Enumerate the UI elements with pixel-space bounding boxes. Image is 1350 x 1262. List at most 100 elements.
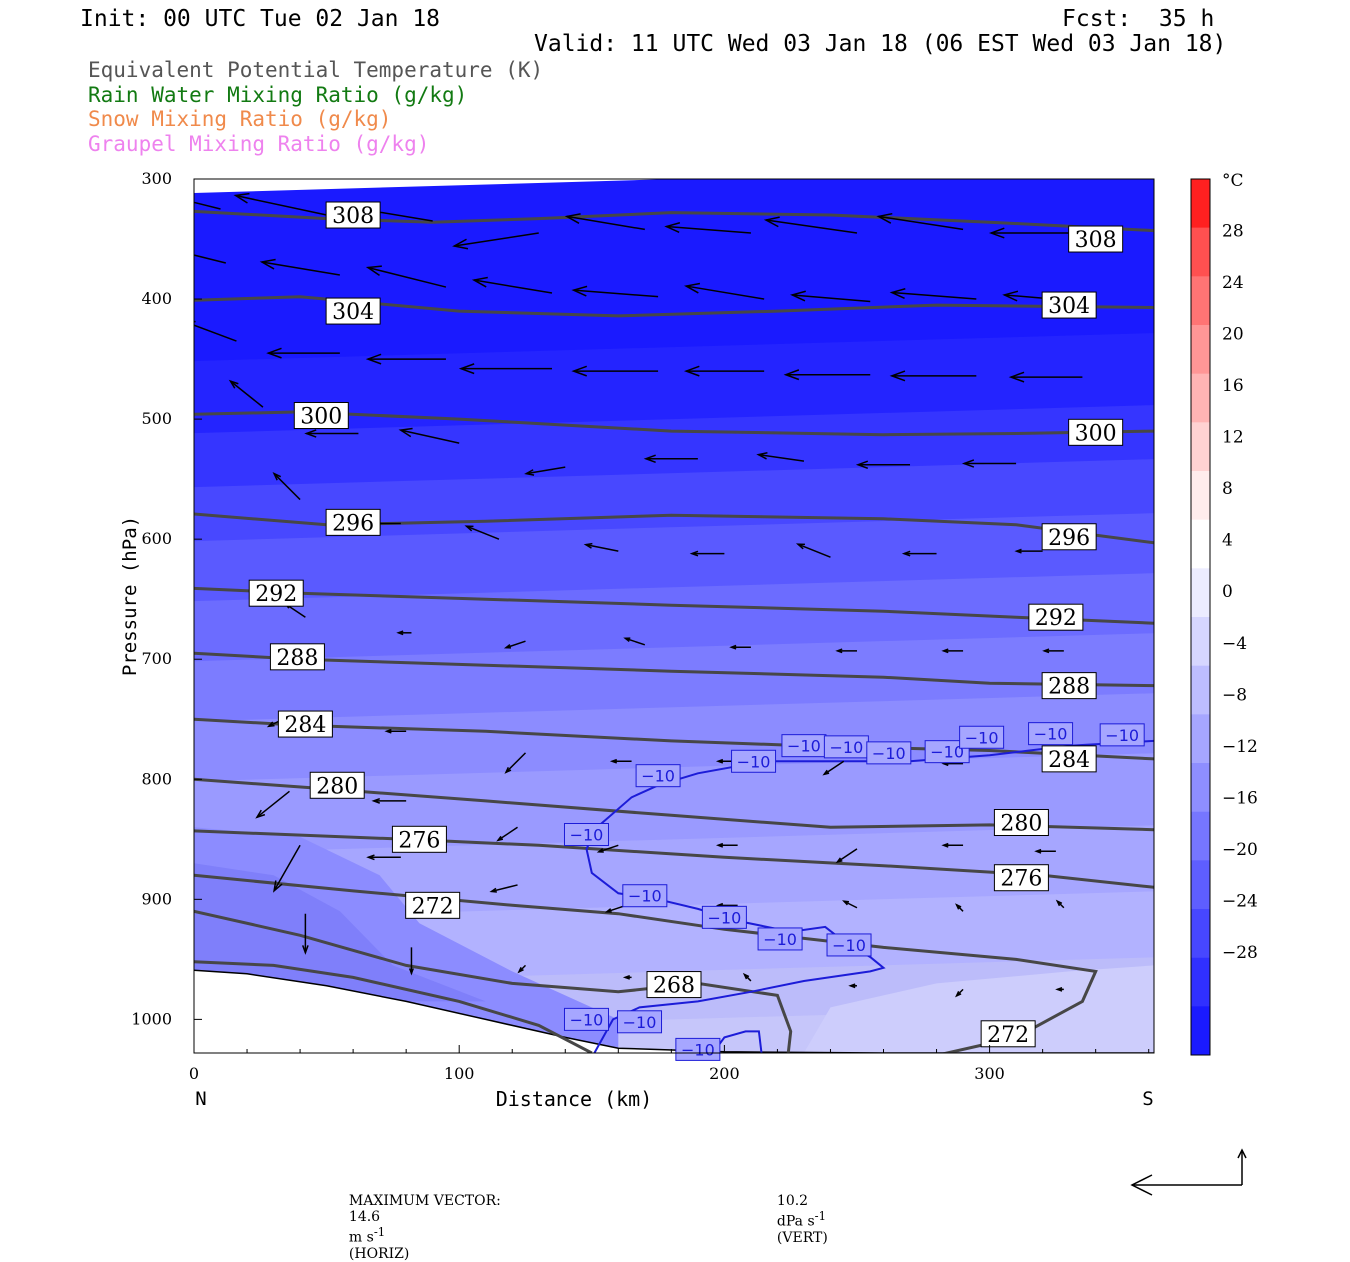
max-vector-vert-exp: -1 xyxy=(814,1209,826,1223)
wind-vector-head xyxy=(822,769,830,776)
color-bar-frame xyxy=(1190,178,1211,1056)
isotherm-labels: −10−10−10−10−10−10 −10 −10 −10−10 −10 −10−10−… xyxy=(563,722,1145,1061)
wind-vector-shaft xyxy=(598,844,619,853)
wind-vector-head xyxy=(729,644,737,650)
wind-vector-head xyxy=(763,216,780,228)
wind-vector xyxy=(233,192,327,216)
reference-vector xyxy=(1130,1148,1247,1196)
wind-vector-shaft xyxy=(792,294,871,303)
wind-vector-head xyxy=(643,454,656,463)
wind-vector xyxy=(876,212,964,231)
isotherm-label: −10 xyxy=(757,927,803,951)
wind-vector xyxy=(384,728,407,734)
theta-e-label-308: 308 xyxy=(325,201,381,229)
wind-vector-head xyxy=(365,353,382,365)
wind-vector-shaft xyxy=(497,826,518,841)
wind-vector-head xyxy=(571,365,587,377)
max-vector-horiz-value: 14.6 xyxy=(348,1209,381,1225)
wind-vector-head xyxy=(955,903,962,910)
terrain-line xyxy=(194,969,1154,1053)
wind-vector-head xyxy=(1014,548,1022,554)
wind-vector-shaft xyxy=(194,201,221,210)
isotherm-label: −10 xyxy=(1099,723,1145,747)
wind-vector-head xyxy=(955,991,962,998)
isotherm-label: −10 xyxy=(622,884,668,908)
theta-e-label-text: 276 xyxy=(398,828,440,853)
isotherm-label-text: −10 xyxy=(708,908,742,927)
wind-vector xyxy=(408,947,414,976)
isotherm-label-box xyxy=(959,725,1005,749)
wind-vector xyxy=(643,454,698,463)
legend-rain-water: Rain Water Mixing Ratio (g/kg) xyxy=(88,83,468,107)
wind-vector xyxy=(228,379,264,408)
wind-vector-head xyxy=(783,369,800,381)
wind-vector-shaft xyxy=(367,266,447,288)
wind-vector xyxy=(365,353,446,365)
wind-vector xyxy=(889,370,977,382)
wind-vector-shaft xyxy=(273,473,301,501)
isotherm-label-box xyxy=(866,741,912,765)
color-bar-swatch xyxy=(1191,276,1210,326)
cold-pool-inner xyxy=(194,863,486,1002)
wind-vector xyxy=(795,543,831,558)
max-vector-prefix: MAXIMUM VECTOR: xyxy=(348,1193,501,1209)
isotherm-label-text: −10 xyxy=(641,767,675,786)
isotherm-label: −10 xyxy=(563,1007,609,1031)
color-bar-swatch xyxy=(1191,763,1210,812)
theta-e-labels: 308 308 304 304 300 300 296 296 292 292 288 288 284 2… xyxy=(248,201,1124,1048)
south-label: S xyxy=(1142,1088,1153,1110)
wind-vector-head xyxy=(835,648,843,654)
theta-e-label-text: 300 xyxy=(1075,421,1117,446)
wind-vector-head xyxy=(1055,899,1063,907)
wind-vector-shaft xyxy=(837,848,858,863)
wind-vector-head xyxy=(988,227,1005,239)
wind-vector-head xyxy=(228,379,239,389)
theta-e-label-308: 308 xyxy=(1068,225,1124,253)
wind-vector xyxy=(571,285,659,298)
wind-vector-head xyxy=(622,974,631,980)
wind-vector-head xyxy=(365,265,382,277)
wind-vector xyxy=(366,854,401,861)
theta-e-label-text: 296 xyxy=(1048,526,1090,551)
theta-e-label-272: 272 xyxy=(405,891,461,919)
isotherm-label-box xyxy=(617,1010,663,1034)
wind-vector-shaft xyxy=(505,752,527,773)
wind-vector-shaft xyxy=(505,640,526,649)
axes: 0 100 200 300 300 400 500 600 700 800 900 1000 Dista… xyxy=(119,169,1155,1111)
wind-vector-head xyxy=(266,721,275,728)
isotherm-label-box xyxy=(1099,723,1145,747)
terrain-fill xyxy=(194,970,1154,1053)
color-bar-label: 4 xyxy=(1222,531,1233,551)
isotherm-label-text: −10 xyxy=(681,1040,715,1059)
isotherm-label: −10 xyxy=(959,725,1005,749)
theta-e-label-276: 276 xyxy=(391,825,447,853)
wind-vector xyxy=(496,826,518,842)
wind-vector-head xyxy=(496,835,504,842)
wind-vector xyxy=(304,429,359,438)
theta-e-label-box xyxy=(1068,225,1124,253)
theta-e-label-box xyxy=(309,771,365,799)
isotherm-label-box xyxy=(563,1007,609,1031)
wind-vector-head xyxy=(1055,986,1063,992)
wind-vector-shaft xyxy=(473,279,553,294)
isotherm-label-text: −10 xyxy=(787,737,821,756)
y-tick-label: 900 xyxy=(141,889,172,908)
theta-e-label-text: 280 xyxy=(316,774,358,799)
wind-vector-head xyxy=(855,460,869,470)
theta-e-label-292: 292 xyxy=(1028,603,1084,631)
warm-region xyxy=(803,965,1154,1053)
theta-e-label-box xyxy=(980,1020,1036,1048)
wind-vector-head xyxy=(255,809,266,819)
isotherm-label-box xyxy=(635,764,681,788)
theta-e-label-text: 268 xyxy=(653,974,695,999)
color-bar-swatch xyxy=(1191,227,1210,277)
color-bar-swatch xyxy=(1191,568,1210,618)
y-tick-label: 700 xyxy=(141,649,172,668)
wind-vector xyxy=(988,227,1070,239)
color-bar-label: −8 xyxy=(1222,685,1247,705)
wind-vector-head xyxy=(384,728,392,734)
max-vector-vert-unit: dPa s xyxy=(776,1213,815,1230)
wind-vector xyxy=(955,903,964,912)
theta-e-label-text: 304 xyxy=(332,300,374,325)
